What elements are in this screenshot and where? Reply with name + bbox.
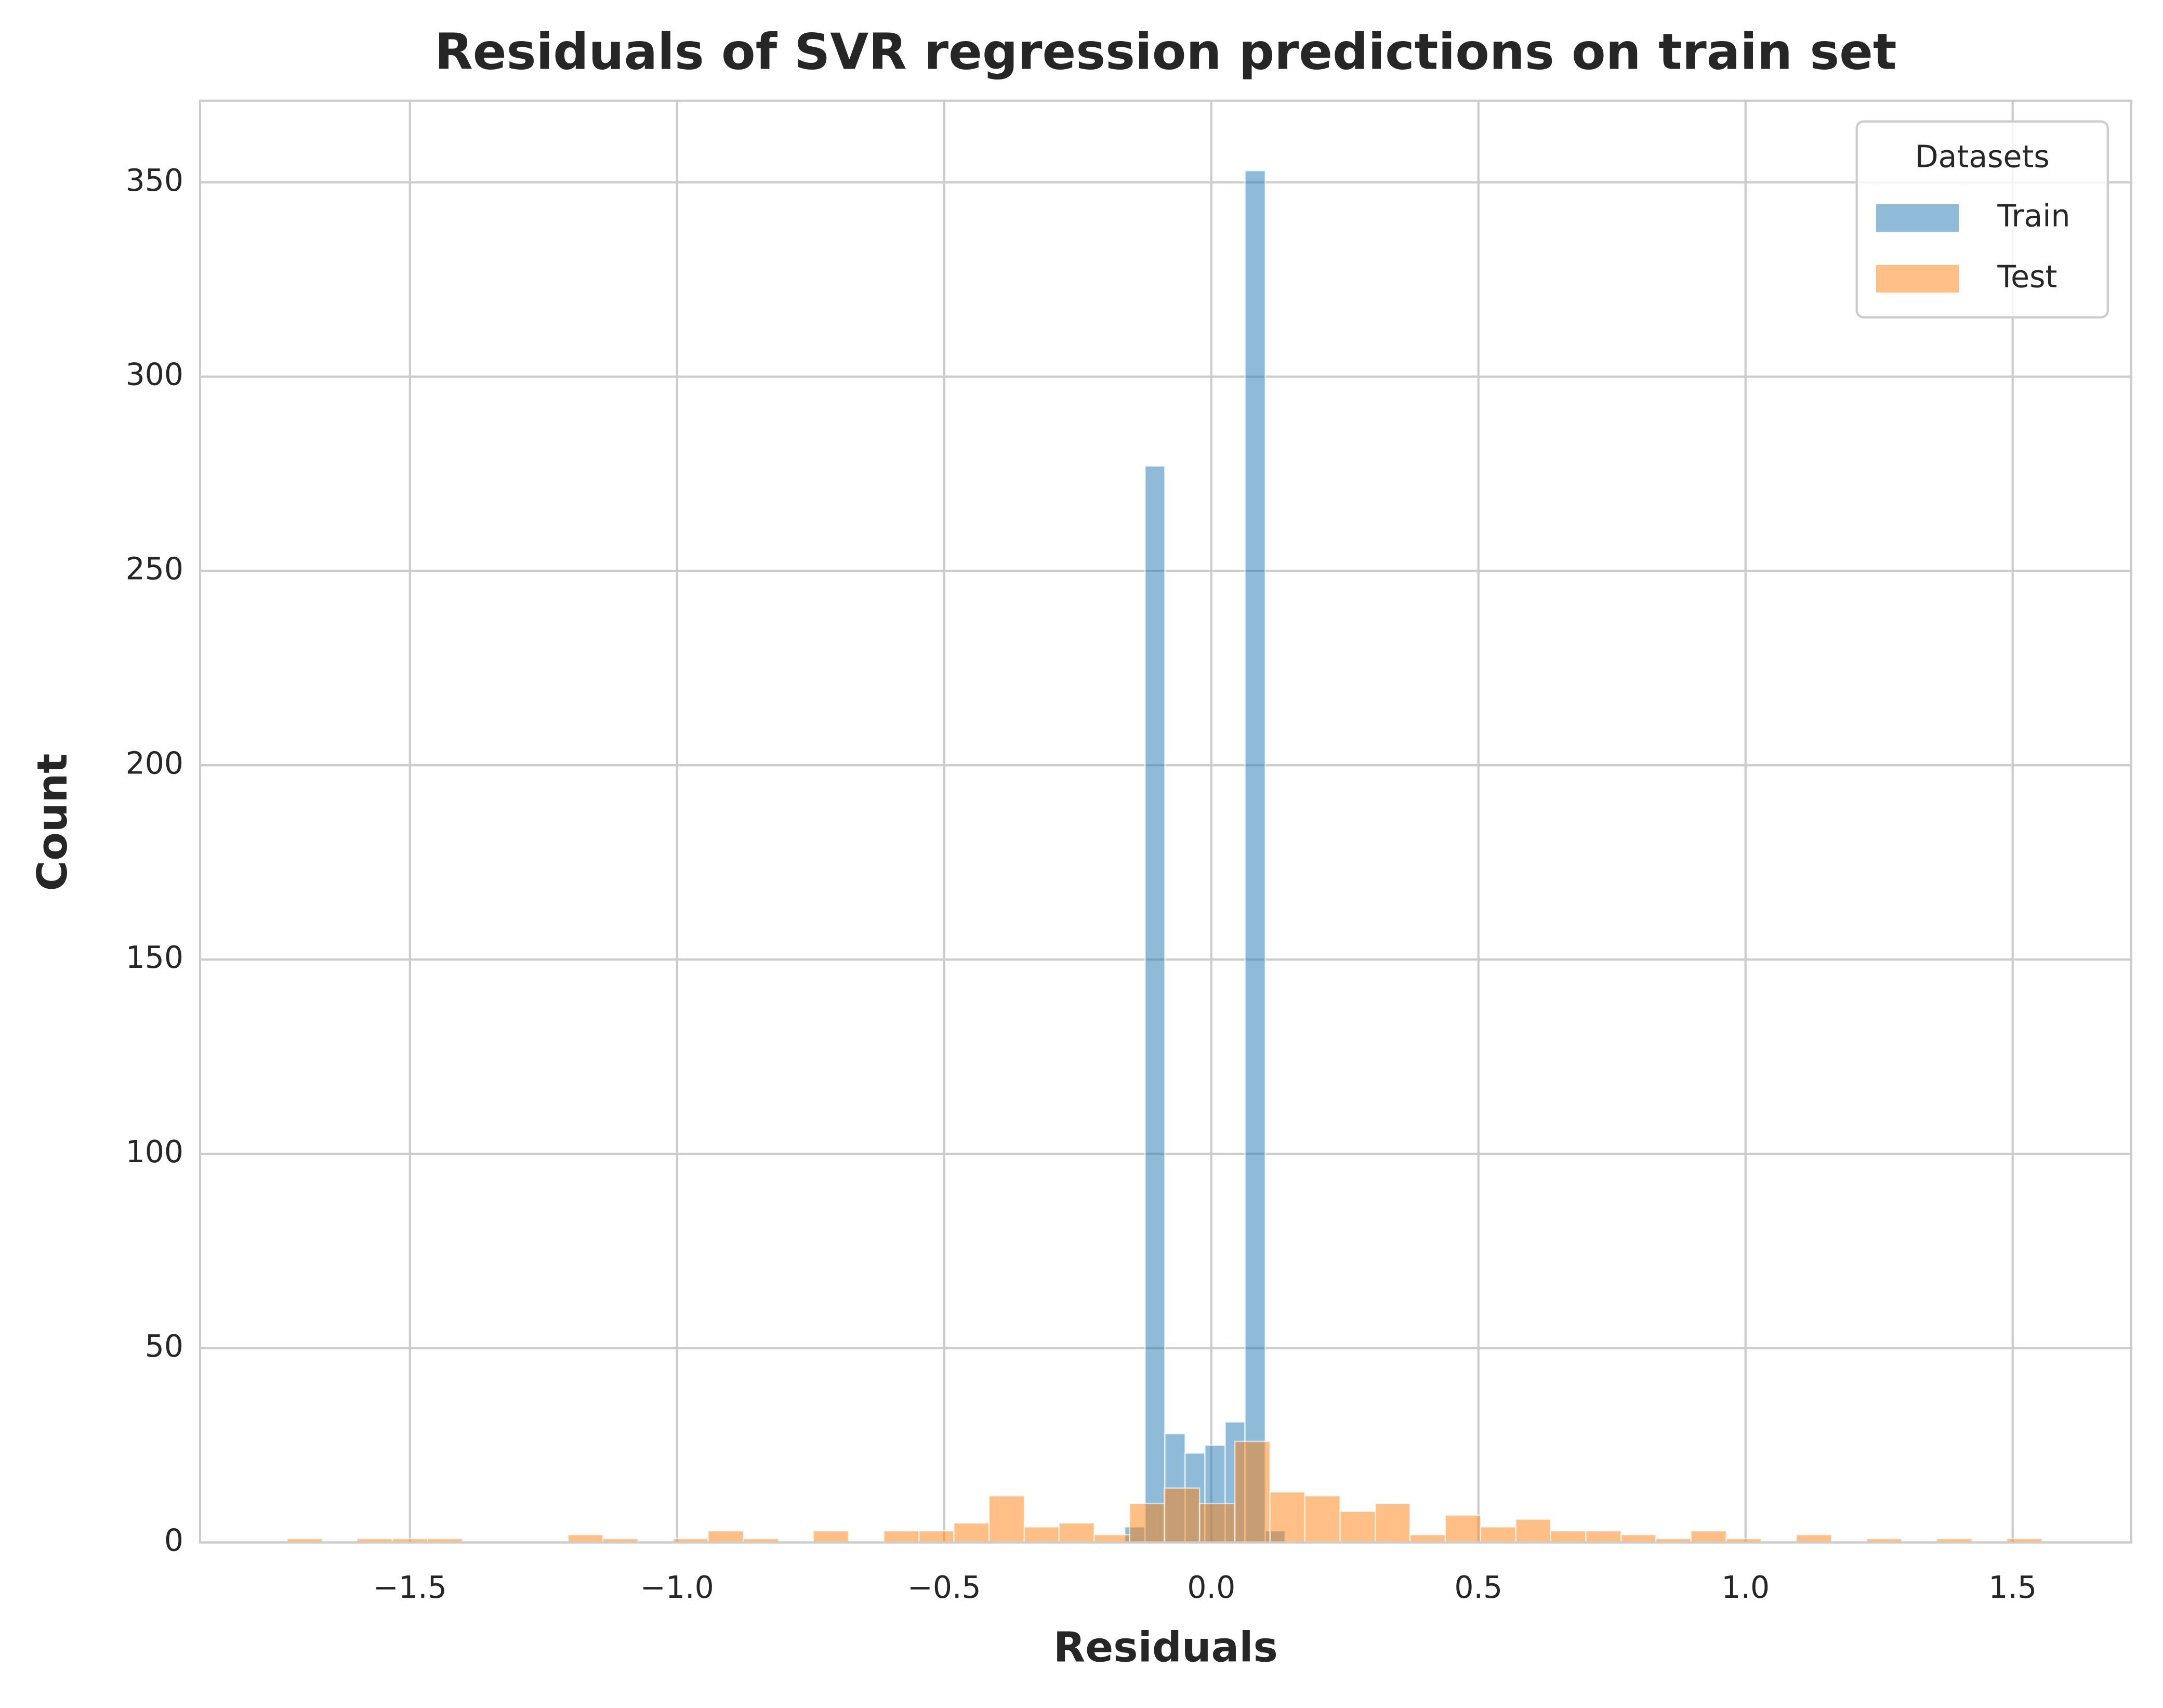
- histogram-bar: [1480, 1526, 1517, 1543]
- histogram-bar: [1550, 1530, 1587, 1543]
- chart-title: Residuals of SVR regression predictions …: [434, 23, 1896, 81]
- histogram-bar: [1690, 1530, 1727, 1543]
- histogram-bar: [1304, 1495, 1341, 1543]
- labels: −1.5 −1.0 −0.5 0.0 0.5 1.0 1.5 0 50 100 150 200 250 3…: [126, 163, 2037, 1605]
- bars: [286, 170, 2043, 1543]
- histogram-bar: [1339, 1510, 1376, 1543]
- histogram-bar: [812, 1530, 850, 1543]
- histogram-bar: [1269, 1491, 1306, 1543]
- y-tick-label: 50: [145, 1329, 183, 1364]
- legend-swatch: [1876, 204, 1959, 232]
- x-tick-label: −0.5: [907, 1570, 981, 1605]
- legend-title: Datasets: [1915, 139, 2050, 174]
- histogram-bar: [1164, 1487, 1201, 1543]
- x-axis-label: Residuals: [1053, 1623, 1278, 1671]
- x-tick-label: 1.0: [1721, 1570, 1770, 1605]
- legend-swatch: [1876, 265, 1959, 293]
- histogram-bar: [1409, 1534, 1446, 1543]
- y-axis-label: Count: [28, 754, 76, 891]
- legend: Datasets Train Test: [1855, 120, 2109, 319]
- histogram-bar: [1058, 1522, 1096, 1543]
- histogram-bar: [1093, 1534, 1130, 1543]
- histogram-bar: [1234, 1440, 1271, 1543]
- histogram-bar: [1620, 1534, 1657, 1543]
- histogram-bar: [918, 1530, 955, 1543]
- y-tick-label: 200: [126, 745, 183, 781]
- histogram-bar: [1585, 1530, 1622, 1543]
- y-tick-label: 300: [126, 357, 183, 392]
- legend-label: Train: [1997, 198, 2070, 233]
- y-tick-label: 100: [126, 1134, 183, 1170]
- histogram-bar: [1375, 1503, 1411, 1543]
- grid: [200, 100, 2131, 1544]
- histogram-bar: [1023, 1526, 1060, 1543]
- plot-frame: [199, 99, 2133, 1544]
- histogram-bar: [953, 1522, 990, 1543]
- y-tick-label: 250: [126, 551, 183, 587]
- histogram-bar: [1244, 170, 1266, 1543]
- histogram-bar: [1515, 1518, 1551, 1543]
- legend-label: Test: [1997, 259, 2057, 294]
- histogram-bar: [883, 1530, 920, 1543]
- histogram-bar: [1796, 1534, 1832, 1543]
- y-tick-label: 0: [164, 1523, 183, 1558]
- histogram-bar: [707, 1530, 744, 1543]
- x-tick-label: 1.5: [1988, 1570, 2037, 1605]
- x-tick-label: 0.0: [1187, 1570, 1235, 1605]
- x-tick-label: 0.5: [1454, 1570, 1502, 1605]
- x-tick-label: −1.0: [640, 1570, 714, 1605]
- histogram-bar: [1444, 1514, 1482, 1543]
- histogram-bar: [988, 1495, 1025, 1543]
- y-tick-label: 150: [126, 940, 183, 975]
- histogram-bar: [1198, 1503, 1236, 1543]
- histogram-bar: [1144, 465, 1166, 1543]
- histogram-bar: [567, 1534, 604, 1543]
- histogram-bar: [1129, 1503, 1165, 1543]
- x-tick-label: −1.5: [373, 1570, 447, 1605]
- y-tick-label: 350: [126, 163, 183, 198]
